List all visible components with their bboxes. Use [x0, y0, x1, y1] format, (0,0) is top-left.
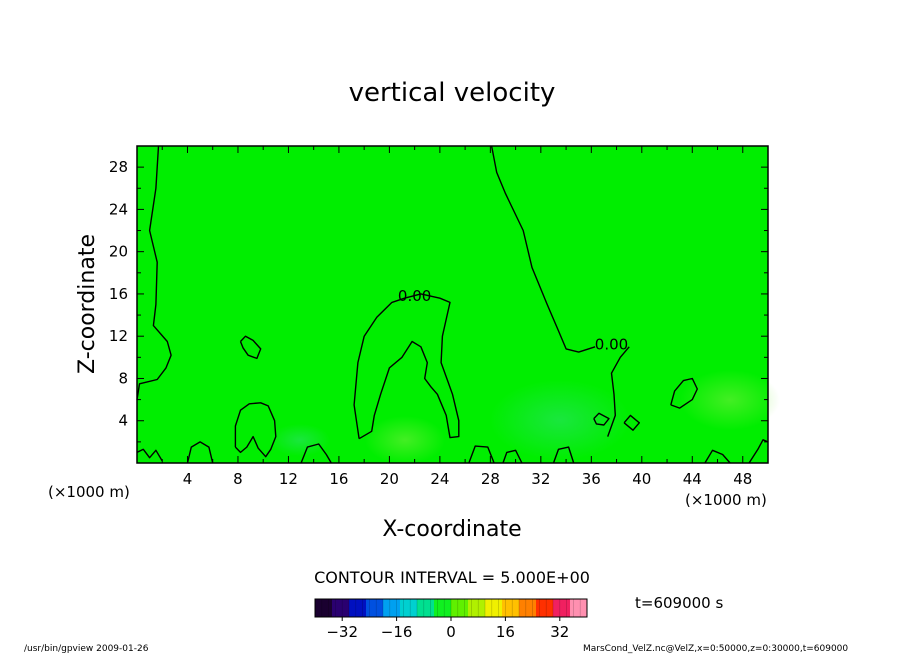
colorbar-cell-13: [536, 599, 554, 617]
colorbar: −32 −16 0 16 32: [314, 598, 588, 641]
colorbar-tick-label--16: −16: [381, 623, 413, 641]
contour-line-wave-d: [468, 445, 495, 464]
colorbar-cell-5: [400, 599, 418, 617]
colorbar-tick-label-0: 0: [446, 623, 456, 641]
chart-title: vertical velocity: [349, 78, 556, 108]
colorbar-cell-14: [553, 599, 571, 617]
contour-labels: 0.00 0.00: [398, 287, 628, 354]
colorbar-cell-3: [366, 599, 384, 617]
y-tick-label-20: 20: [109, 243, 128, 261]
field-shade-1: [365, 416, 445, 464]
contour-line-wave-c: [300, 443, 332, 464]
field-shade-2: [490, 380, 630, 460]
contour-line-wave-e: [502, 449, 523, 464]
y-tick-label-8: 8: [118, 369, 128, 387]
colorbar-tick-label-16: 16: [496, 623, 515, 641]
colorbar-cell-4: [383, 599, 401, 617]
x-tick-label-36: 36: [582, 470, 601, 488]
contour-line-blob-x43: [670, 377, 698, 409]
x-unit-left: (×1000 m): [48, 483, 130, 501]
contour-line-left-zero-contour: [136, 145, 172, 400]
colorbar-cell-1: [332, 599, 350, 617]
contour-lines: [136, 145, 769, 464]
contour-line-blob-x36: [593, 412, 610, 426]
contour-line-wave-b: [186, 441, 214, 464]
y-axis-label: Z-coordinate: [75, 234, 100, 374]
contour-line-wave-g: [704, 449, 731, 464]
contour-line-wave-a: [136, 448, 163, 462]
contour-line-wave-f: [552, 446, 575, 464]
x-tick-label-12: 12: [279, 470, 298, 488]
time-text: t=609000 s: [635, 594, 723, 612]
colorbar-cell-8: [451, 599, 469, 617]
x-tick-label-48: 48: [733, 470, 752, 488]
y-tick-label-12: 12: [109, 327, 128, 345]
y-axis-ticks: 4 8 12 16 20 24 28: [109, 158, 768, 443]
field-background: [137, 146, 768, 463]
x-axis-ticks: 4 8 12 16 20 24 28 32 36 40 44 48: [161, 146, 752, 488]
colorbar-ticks: −32 −16 0 16 32: [326, 617, 569, 641]
x-tick-label-24: 24: [430, 470, 449, 488]
x-axis-label: X-coordinate: [382, 517, 521, 542]
contour-line-right-zero-contour: [490, 145, 596, 353]
x-tick-label-40: 40: [632, 470, 651, 488]
y-tick-label-28: 28: [109, 158, 128, 176]
colorbar-cell-9: [468, 599, 486, 617]
plot-area: 0.000.00 4 8 12 16 20 24 28 32 36 40 44 48 48121620…: [109, 145, 780, 488]
plot-frame: [136, 145, 769, 464]
contour-line-wave-h: [748, 439, 769, 464]
colorbar-cell-12: [519, 599, 537, 617]
x-tick-label-4: 4: [183, 470, 193, 488]
x-tick-label-20: 20: [380, 470, 399, 488]
colorbar-cell-11: [502, 599, 520, 617]
x-tick-label-32: 32: [531, 470, 550, 488]
contour-interval-text: CONTOUR INTERVAL = 5.000E+00: [314, 568, 590, 587]
x-tick-label-16: 16: [329, 470, 348, 488]
y-tick-label-4: 4: [118, 412, 128, 430]
x-tick-label-28: 28: [481, 470, 500, 488]
colorbar-cell-0: [315, 599, 333, 617]
contour-label-0: 0.00: [398, 287, 431, 305]
contour-label-1: 0.00: [595, 336, 628, 354]
colorbar-cell-15: [570, 599, 588, 617]
contour-line-blob-x39: [623, 414, 640, 431]
contour-line-blob-x9: [239, 335, 262, 360]
x-tick-label-44: 44: [683, 470, 702, 488]
colorbar-cell-10: [485, 599, 503, 617]
colorbar-tick-label-32: 32: [550, 623, 569, 641]
y-tick-label-24: 24: [109, 200, 128, 218]
x-unit-right: (×1000 m): [685, 491, 767, 509]
colorbar-cells: [315, 599, 588, 617]
field-shade-4: [270, 424, 330, 456]
x-tick-label-8: 8: [233, 470, 243, 488]
colorbar-tick-label--32: −32: [326, 623, 358, 641]
footer-left: /usr/bin/gpview 2009-01-26: [24, 644, 149, 654]
colorbar-cell-6: [417, 599, 435, 617]
footer-right: MarsCond_VelZ.nc@VelZ,x=0:50000,z=0:3000…: [583, 644, 848, 654]
y-tick-label-16: 16: [109, 285, 128, 303]
colorbar-cell-7: [434, 599, 452, 617]
colorbar-cell-2: [349, 599, 367, 617]
contour-line-center-zero-contour: [353, 293, 460, 440]
field-shade-3: [680, 370, 780, 430]
contour-line-blob-x8-low: [234, 402, 277, 458]
contour-line-right-zero-contour-tail: [607, 346, 630, 437]
